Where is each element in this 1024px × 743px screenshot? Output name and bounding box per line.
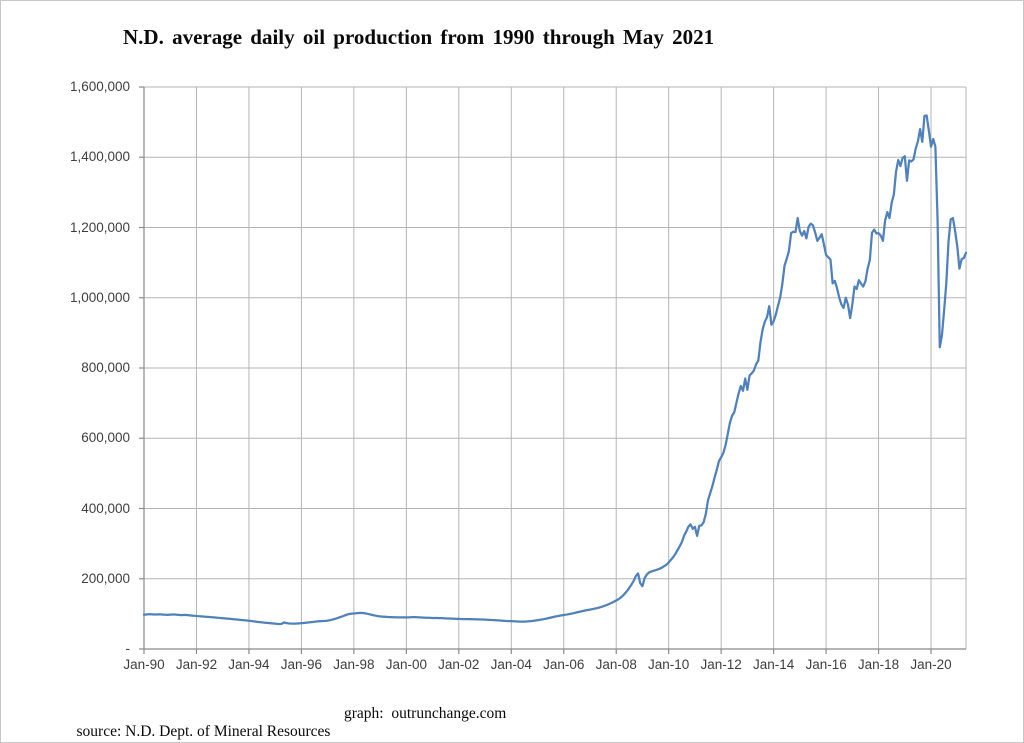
y-axis-tick-label: 600,000	[81, 430, 130, 446]
x-axis-tick-label: Jan-06	[543, 657, 585, 672]
x-axis-tick-label: Jan-18	[857, 657, 900, 672]
x-axis-tick-label: Jan-96	[280, 657, 323, 672]
y-axis-tick-label: 800,000	[81, 360, 130, 375]
y-axis-tick-label: 1,400,000	[69, 149, 130, 165]
y-axis-tick-label: 200,000	[81, 570, 130, 586]
x-axis-tick-label: Jan-10	[648, 657, 690, 672]
y-axis-tick-label: 400,000	[81, 500, 130, 516]
graph-credit: graph: outrunchange.com	[344, 705, 507, 722]
x-axis-tick-label: Jan-00	[385, 657, 427, 672]
y-axis-tick-label: 1,600,000	[69, 79, 130, 94]
production-line-series	[142, 114, 968, 626]
x-axis-tick-label: Jan-14	[752, 657, 795, 672]
x-axis-tick-label: Jan-94	[228, 657, 270, 672]
x-axis-tick-label: Jan-02	[438, 657, 480, 672]
y-axis-tick-label: 1,000,000	[69, 289, 130, 305]
x-axis-tick-label: Jan-04	[490, 657, 532, 672]
footer: source: N.D. Dept. of Mineral Resources …	[61, 705, 507, 742]
x-axis-tick-label: Jan-16	[805, 657, 847, 672]
chart-title: N.D. average daily oil production from 1…	[123, 25, 715, 49]
x-axis-tick-label: Jan-20	[910, 657, 952, 672]
x-axis-tick-label: Jan-92	[175, 657, 218, 672]
x-axis-tick-label: Jan-90	[123, 657, 165, 672]
x-axis-tick-label: Jan-98	[333, 657, 375, 672]
x-axis-tick-label: Jan-08	[595, 657, 637, 672]
x-axis-tick-label: Jan-12	[700, 657, 742, 672]
source-credit: source: N.D. Dept. of Mineral Resources	[76, 723, 331, 740]
y-axis-tick-label: -	[125, 641, 131, 656]
y-axis-tick-label: 1,200,000	[69, 219, 130, 235]
